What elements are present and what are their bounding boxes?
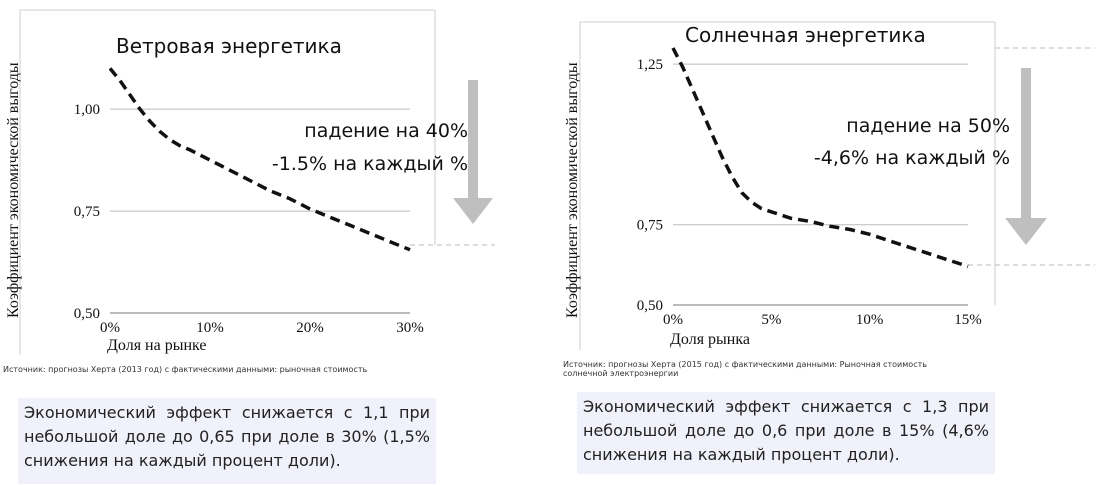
solar-x-tick-label: 15% [954, 312, 982, 328]
solar-down-arrow [1005, 68, 1047, 245]
solar-y-axis-label: Коэффициент экономической выгоды [564, 62, 581, 318]
solar-x-tick-label: 5% [761, 312, 781, 328]
wind-down-arrow [453, 80, 493, 224]
solar-gridlines [673, 63, 968, 226]
solar-x-tick-label: 0% [663, 312, 683, 328]
wind-x-tick-label: 0% [100, 320, 120, 336]
wind-annotation-per-percent: -1.5% на каждый % [272, 153, 468, 175]
solar-series-line [671, 47, 969, 269]
solar-x-axis-label: Доля рынка [670, 331, 750, 348]
wind-x-axis-label: Доля на рынке [107, 337, 207, 354]
solar-y-tick-labels: 0,50 0,75 1,25 [637, 57, 663, 314]
solar-summary: Экономический эффект снижается с 1,3 при… [577, 392, 995, 474]
wind-summary: Экономический эффект снижается с 1,1 при… [18, 398, 436, 484]
wind-x-tick-label: 10% [196, 320, 224, 336]
solar-arrow-shaft [1021, 68, 1031, 218]
wind-x-tick-label: 20% [296, 320, 324, 336]
wind-x-tick-label: 30% [396, 320, 424, 336]
solar-chart-panel: 0,50 0,75 1,25 0% 5% 10% 15% Солнечная энерге… [555, 0, 1100, 485]
wind-gridlines [110, 108, 410, 212]
wind-annotation-drop: падение на 40% [304, 120, 468, 142]
solar-chart-title: Солнечная энергетика [685, 23, 926, 47]
solar-annotation-drop: падение на 50% [846, 115, 1010, 137]
solar-arrow-head [1005, 218, 1047, 245]
wind-y-tick-label: 0,75 [74, 204, 100, 220]
solar-x-tick-label: 10% [856, 312, 884, 328]
wind-y-axis-label-line1: Коэффициент экономической выгоды [5, 62, 22, 318]
wind-y-tick-label: 0,50 [74, 306, 100, 322]
wind-source-note: Источник: прогнозы Херта (2013 год) с фа… [3, 365, 368, 374]
solar-y-tick-label: 0,50 [637, 298, 663, 314]
solar-source-note: Источник: прогнозы Херта (2015 год) с фа… [563, 360, 927, 378]
solar-y-tick-label: 0,75 [637, 218, 663, 234]
wind-frame [19, 9, 436, 355]
wind-y-tick-labels: 0,50 0,75 1,00 [74, 102, 100, 322]
solar-y-tick-label: 1,25 [637, 57, 663, 73]
wind-series-line [108, 67, 411, 252]
wind-x-tick-labels: 0% 10% 20% 30% [100, 320, 424, 336]
solar-frame [579, 21, 996, 350]
wind-arrow-shaft [468, 80, 478, 198]
wind-chart-title: Ветровая энергетика [116, 34, 342, 58]
wind-y-tick-label: 1,00 [74, 102, 100, 118]
solar-x-tick-labels: 0% 5% 10% 15% [663, 312, 982, 328]
solar-annotation-per-percent: -4,6% на каждый % [814, 147, 1010, 169]
wind-chart-panel: 0,50 0,75 1,00 0% 10% 20% 30% Ветровая энерге… [0, 0, 500, 485]
wind-chart: 0,50 0,75 1,00 0% 10% 20% 30% Ветровая энерге… [5, 9, 495, 355]
wind-arrow-head [453, 198, 493, 224]
solar-chart: 0,50 0,75 1,25 0% 5% 10% 15% Солнечная энерге… [564, 21, 1095, 350]
